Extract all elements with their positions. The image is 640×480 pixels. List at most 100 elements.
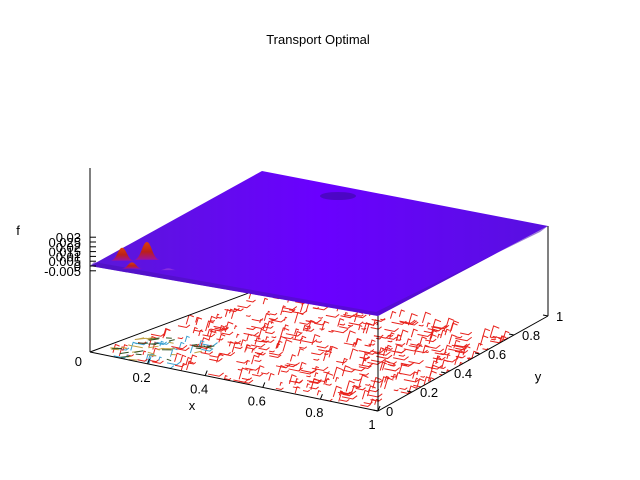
contour-segment — [403, 347, 419, 352]
contour-segment — [325, 383, 332, 386]
contour-segment — [341, 368, 356, 373]
contour-segment — [440, 352, 450, 356]
contour-segment — [323, 349, 332, 361]
contour-segment — [319, 328, 325, 331]
contour-segment — [361, 389, 370, 400]
contour-segment — [216, 338, 224, 341]
x-tick-label: 0.4 — [190, 382, 208, 397]
contour-segment — [414, 377, 419, 382]
contour-segment — [302, 324, 308, 331]
contour-segment — [237, 368, 243, 371]
contour-segment — [473, 363, 490, 368]
contour-segment — [224, 308, 240, 313]
contour-segment — [216, 353, 224, 363]
surface-peaks — [110, 242, 178, 271]
contour-segment — [335, 376, 340, 382]
contour-segment — [381, 347, 393, 351]
contour-segment — [395, 371, 402, 380]
contour-segment — [376, 354, 393, 360]
contour-segment — [314, 365, 319, 372]
x-tick-mark — [147, 358, 151, 364]
contour-segment — [412, 371, 419, 379]
contour-segment — [207, 315, 218, 328]
surface-sheet — [90, 171, 548, 316]
contour-segment — [243, 331, 259, 337]
contour-segment — [148, 338, 159, 341]
contour-segment — [270, 318, 286, 323]
contour-segment — [398, 309, 405, 317]
x-axis-label: x — [189, 398, 196, 413]
contour-segment — [389, 310, 397, 319]
contour-segment — [481, 353, 486, 357]
contour-segment — [395, 338, 402, 341]
contour-segment — [376, 319, 381, 326]
contour-segment — [275, 343, 281, 349]
surface-peak — [121, 262, 143, 269]
contour-segment — [208, 372, 224, 377]
contour-segment — [316, 389, 322, 396]
contour-segment — [168, 339, 175, 342]
contour-segment — [158, 356, 162, 361]
contour-segment — [201, 348, 214, 352]
contour-segment — [429, 364, 439, 376]
contour-segment — [262, 339, 275, 343]
contour-segment — [355, 387, 366, 391]
contour-segment — [147, 351, 155, 355]
x-tick-label: 0.6 — [248, 393, 266, 408]
contour-segment — [454, 349, 469, 354]
contour-segment — [251, 348, 255, 353]
contour-segment — [482, 347, 489, 351]
contour-segment — [462, 345, 471, 356]
contour-segment — [373, 319, 379, 326]
contour-segment — [421, 311, 432, 324]
contour-segment — [455, 336, 472, 342]
contour-segment — [288, 379, 304, 384]
contour-segment — [303, 328, 315, 332]
contour-segment — [148, 343, 159, 345]
contour-segment — [407, 312, 418, 326]
contour-segment — [213, 325, 227, 329]
contour-segment — [178, 341, 185, 349]
contour-segment — [134, 350, 144, 353]
contour-segment — [205, 320, 214, 332]
contour-segment — [516, 343, 527, 356]
contour-segment — [216, 316, 223, 319]
contour-segment — [229, 308, 233, 314]
contour-segment — [358, 365, 372, 370]
contour-segment — [441, 382, 447, 385]
contour-segment — [189, 354, 198, 364]
contour-segment — [392, 373, 397, 380]
contour-segment — [264, 325, 274, 329]
contour-segment — [259, 319, 263, 324]
contour-segment — [443, 344, 452, 355]
contour-segment — [112, 343, 120, 353]
contour-segment — [362, 353, 368, 360]
contour-segment — [325, 314, 340, 318]
y-tick-mark — [406, 390, 413, 393]
contour-segment — [294, 386, 301, 394]
contour-segment — [254, 337, 261, 345]
z-tick-label: 0.01 — [56, 249, 81, 264]
contour-segment — [257, 328, 267, 340]
contour-segment — [208, 330, 217, 341]
y-tick-mark — [508, 333, 515, 336]
contour-segment — [364, 351, 377, 355]
contour-segment — [132, 345, 143, 349]
contour-segment — [358, 374, 369, 388]
contour-segment — [339, 398, 350, 402]
contour-segment — [245, 344, 251, 351]
contour-segment — [299, 335, 307, 344]
contour-segment — [422, 344, 430, 354]
contour-segment — [395, 334, 402, 342]
contour-segment — [389, 364, 396, 367]
contour-segment — [353, 378, 362, 382]
y-axis-ticks: 0 0.2 0.4 0.6 0.8 1 — [372, 309, 563, 419]
contour-segment — [386, 336, 397, 340]
contour-segment — [415, 349, 428, 354]
contour-segment — [384, 375, 390, 383]
surface-peak — [133, 242, 160, 260]
axis-box — [89, 168, 549, 412]
contour-segment — [468, 360, 476, 363]
contour-segment — [353, 314, 367, 319]
